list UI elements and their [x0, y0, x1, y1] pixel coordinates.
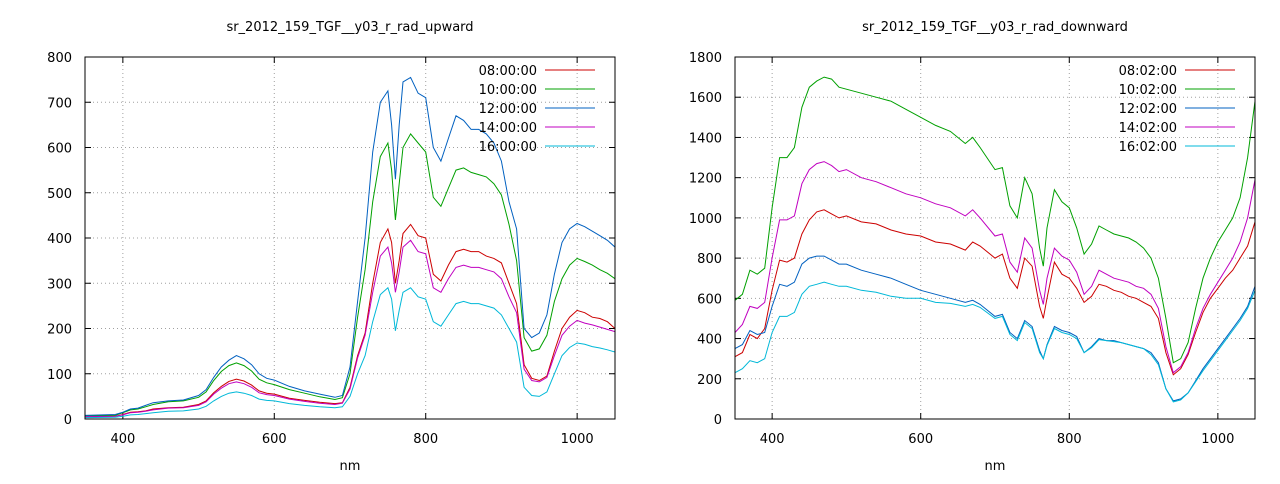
y-tick-label: 100	[47, 368, 72, 383]
legend-label: 14:00:00	[479, 121, 537, 136]
x-tick-label: 1000	[561, 432, 594, 447]
legend-label: 08:00:00	[479, 64, 537, 79]
series-line-1	[735, 209, 1255, 376]
legend-label: 10:00:00	[479, 83, 537, 98]
plot-frame	[734, 56, 1256, 420]
y-tick-label: 1800	[689, 51, 722, 66]
y-tick-label: 200	[47, 323, 72, 338]
y-tick-label: 1200	[689, 172, 722, 187]
y-tick-label: 1000	[689, 212, 722, 227]
y-tick-label: 0	[64, 413, 72, 428]
series-line-3	[735, 255, 1255, 402]
legend-label: 08:02:00	[1119, 64, 1177, 79]
y-tick-label: 400	[697, 333, 722, 348]
x-tick-label: 400	[760, 432, 785, 447]
y-tick-label: 300	[47, 277, 72, 292]
series-line-4	[735, 161, 1255, 374]
y-tick-label: 800	[697, 252, 722, 267]
legend-label: 12:00:00	[479, 102, 537, 117]
series-line-5	[735, 281, 1255, 403]
chart-title: sr_2012_159_TGF__y03_r_rad_downward	[862, 20, 1128, 35]
y-tick-label: 1400	[689, 131, 722, 146]
y-tick-label: 1600	[689, 91, 722, 106]
series-line-2	[85, 133, 615, 417]
y-tick-label: 600	[47, 142, 72, 157]
y-tick-label: 500	[47, 187, 72, 202]
plot-frame	[84, 56, 616, 420]
x-tick-label: 800	[413, 432, 438, 447]
legend-label: 10:02:00	[1119, 83, 1177, 98]
series-line-2	[735, 76, 1255, 364]
x-tick-label: 600	[908, 432, 933, 447]
legend-label: 16:02:00	[1119, 140, 1177, 155]
x-tick-label: 800	[1057, 432, 1082, 447]
chart-1: 0 100 200 300 400 500 600 700 800 400 600 800 1000 sr…	[47, 20, 616, 474]
y-tick-label: 200	[697, 373, 722, 388]
legend-label: 14:02:00	[1119, 121, 1177, 136]
x-axis-label: nm	[985, 459, 1006, 474]
series-line-5	[85, 286, 615, 419]
series-line-3	[85, 76, 615, 416]
chart-title: sr_2012_159_TGF__y03_r_rad_upward	[226, 20, 473, 35]
legend-label: 12:02:00	[1119, 102, 1177, 117]
x-tick-label: 400	[110, 432, 135, 447]
x-tick-label: 1000	[1201, 432, 1234, 447]
y-tick-label: 800	[47, 51, 72, 66]
y-tick-label: 400	[47, 232, 72, 247]
series-line-1	[85, 223, 615, 418]
y-tick-label: 700	[47, 96, 72, 111]
legend-label: 16:00:00	[479, 140, 537, 155]
series-line-4	[85, 239, 615, 418]
x-tick-label: 600	[262, 432, 287, 447]
y-tick-label: 600	[697, 292, 722, 307]
x-axis-label: nm	[340, 459, 361, 474]
chart-2: 0 200 400 600 800 1000 1200 1400 1600 1800 400 600 8…	[689, 20, 1256, 474]
y-tick-label: 0	[714, 413, 722, 428]
